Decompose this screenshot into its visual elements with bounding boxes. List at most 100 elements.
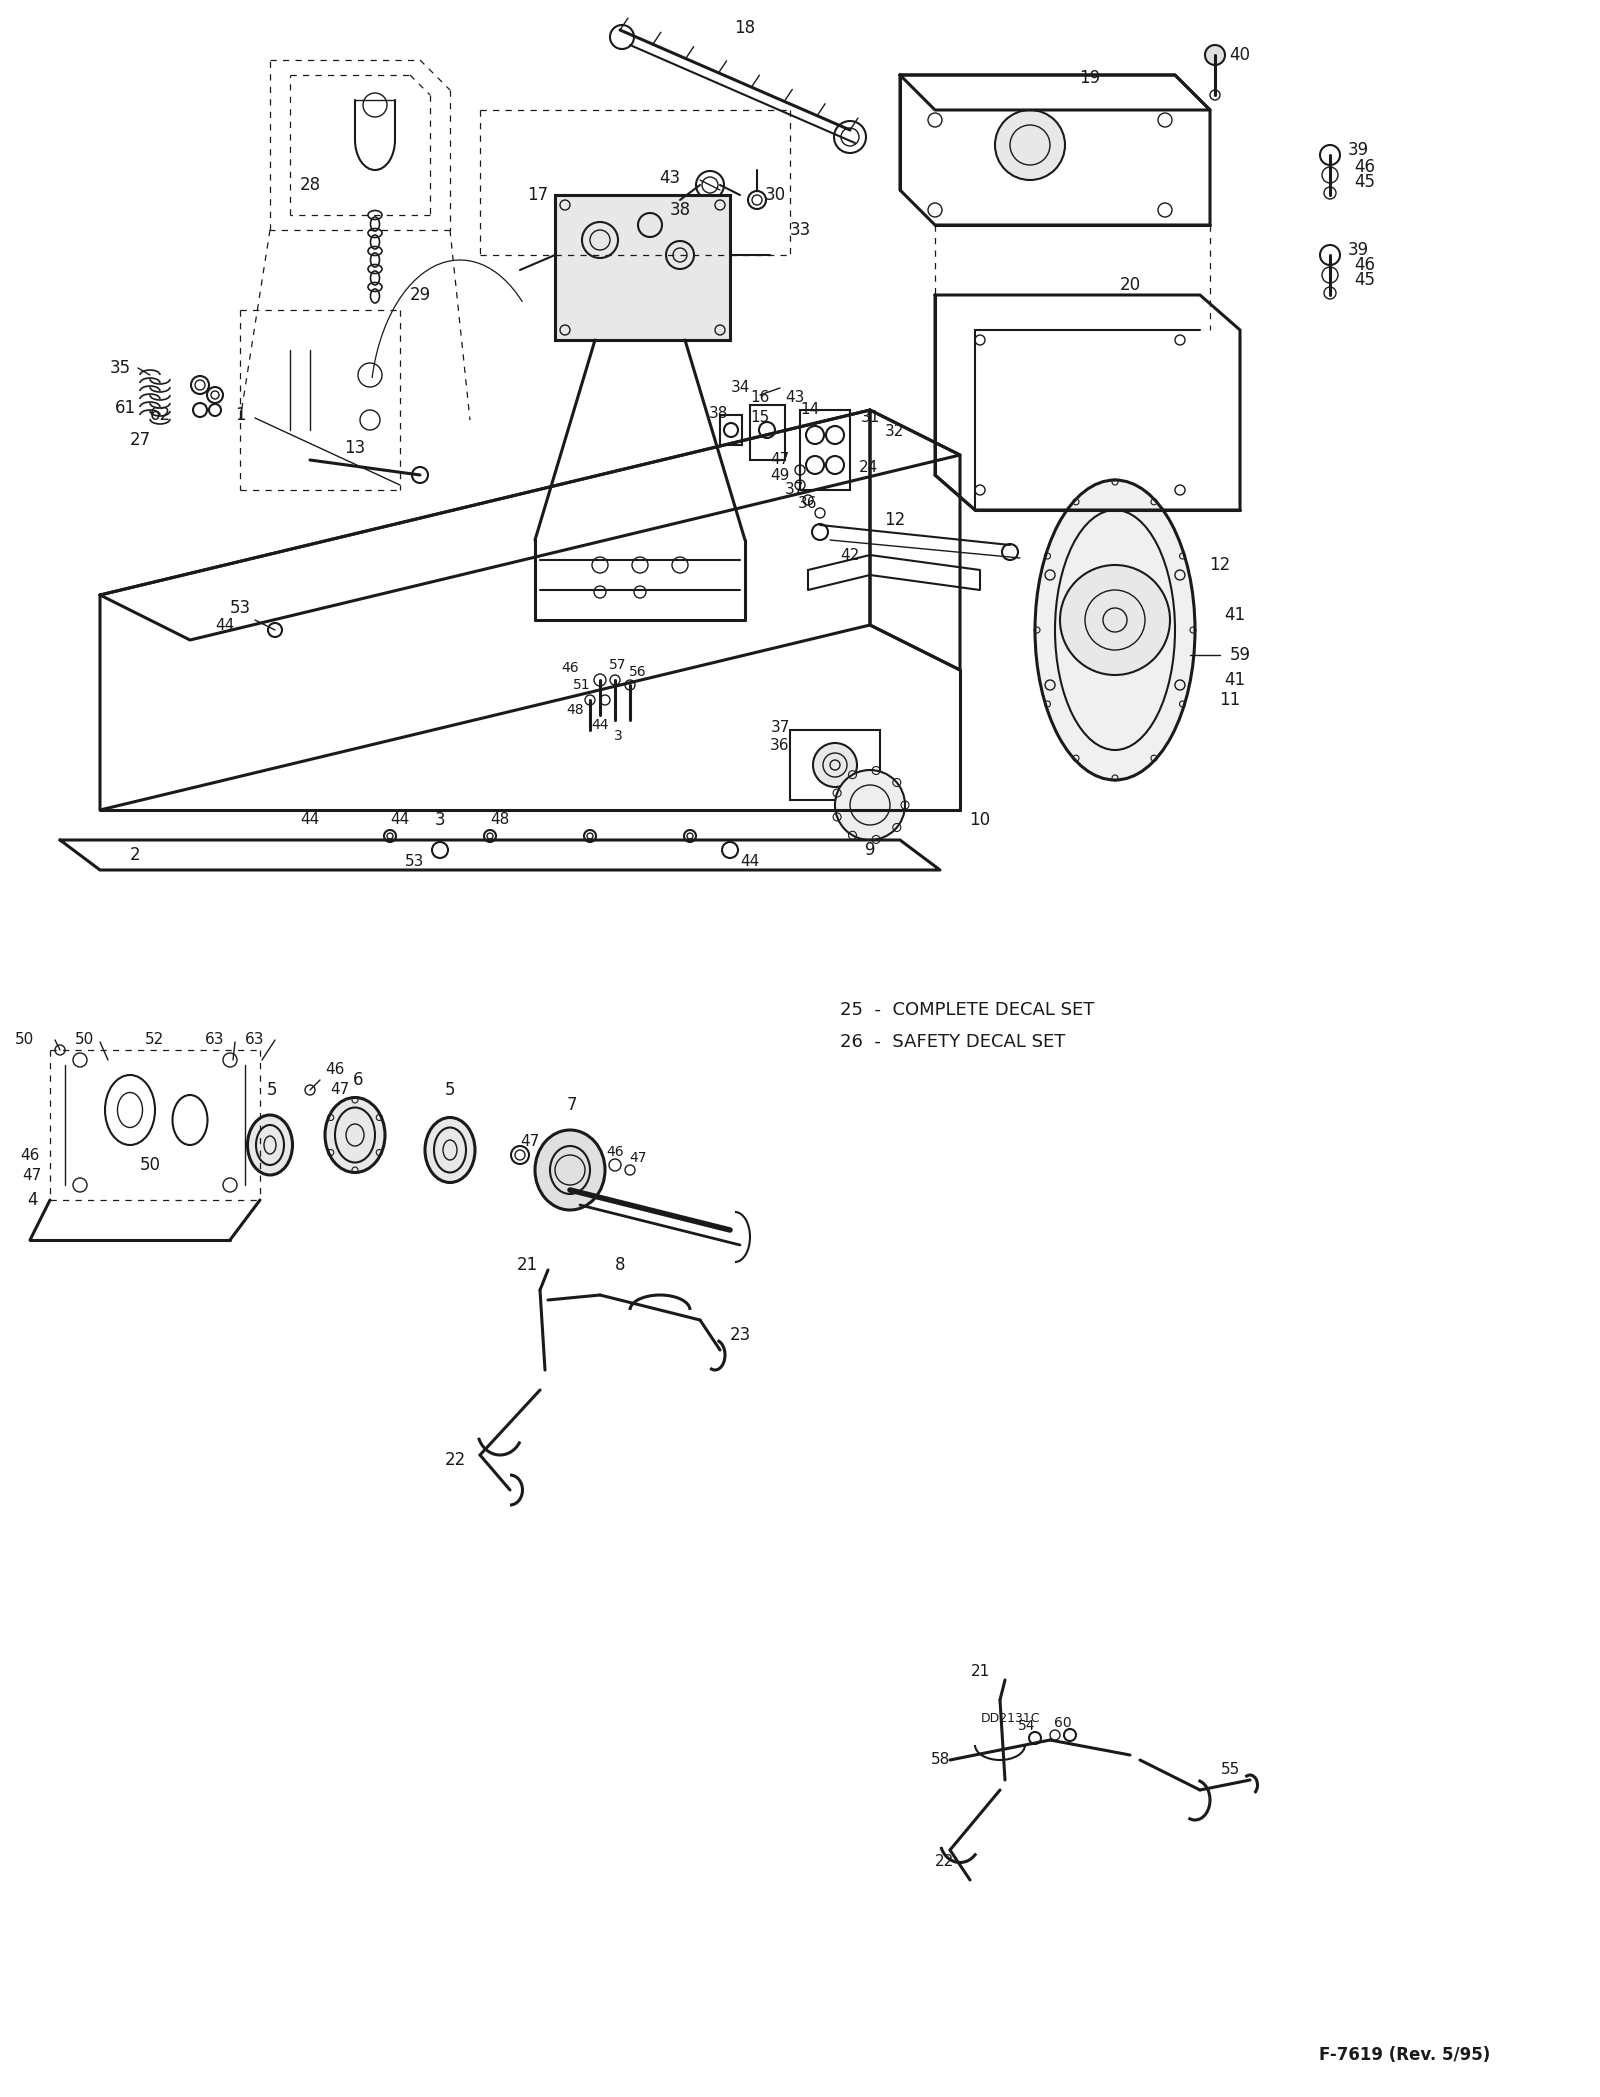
- Text: 24: 24: [858, 461, 878, 476]
- Text: F-7619 (Rev. 5/95): F-7619 (Rev. 5/95): [1318, 2047, 1490, 2063]
- Text: 51: 51: [573, 677, 590, 692]
- Text: 17: 17: [528, 187, 549, 203]
- Text: 12: 12: [885, 512, 906, 528]
- Circle shape: [835, 770, 906, 841]
- Text: 22: 22: [445, 1451, 466, 1470]
- Text: 15: 15: [750, 411, 770, 426]
- Text: 45: 45: [1355, 172, 1376, 191]
- Ellipse shape: [248, 1116, 293, 1174]
- Circle shape: [1205, 44, 1226, 65]
- Text: 53: 53: [405, 853, 424, 870]
- Text: 46: 46: [21, 1147, 40, 1162]
- Text: 47: 47: [770, 453, 790, 468]
- Text: 63: 63: [245, 1032, 264, 1048]
- Text: 44: 44: [390, 812, 410, 828]
- Text: 61: 61: [115, 398, 136, 417]
- Text: 38: 38: [669, 201, 691, 218]
- Text: 41: 41: [1224, 606, 1245, 625]
- Text: 42: 42: [840, 547, 859, 562]
- Text: 21: 21: [517, 1256, 538, 1275]
- Text: DD2131C: DD2131C: [981, 1711, 1040, 1724]
- Text: 12: 12: [1210, 556, 1230, 575]
- Text: 50: 50: [139, 1155, 160, 1174]
- Bar: [720, 415, 742, 445]
- Text: 18: 18: [734, 19, 755, 38]
- Text: 48: 48: [490, 812, 510, 828]
- Text: 54: 54: [1018, 1720, 1035, 1732]
- Text: 37: 37: [770, 721, 790, 736]
- Text: 27: 27: [130, 432, 150, 449]
- Text: 44: 44: [301, 812, 320, 828]
- Text: 41: 41: [1224, 671, 1245, 690]
- Text: 47: 47: [330, 1082, 350, 1097]
- Text: 39: 39: [1347, 140, 1368, 159]
- Text: 35: 35: [109, 359, 131, 377]
- Text: 49: 49: [770, 468, 790, 482]
- Bar: [800, 411, 850, 491]
- Text: 33: 33: [789, 220, 811, 239]
- Text: 32: 32: [885, 424, 904, 440]
- Circle shape: [995, 109, 1066, 180]
- Text: 2: 2: [130, 845, 141, 864]
- Ellipse shape: [426, 1118, 475, 1183]
- Ellipse shape: [325, 1097, 386, 1172]
- Text: 16: 16: [750, 390, 770, 405]
- Text: 52: 52: [146, 1032, 165, 1048]
- Text: 7: 7: [566, 1097, 578, 1114]
- Text: 4: 4: [27, 1191, 37, 1210]
- Circle shape: [813, 742, 858, 786]
- Text: 43: 43: [659, 170, 680, 187]
- Text: 13: 13: [344, 438, 366, 457]
- Text: 14: 14: [800, 403, 819, 417]
- Text: 29: 29: [410, 285, 430, 304]
- Text: 45: 45: [1355, 271, 1376, 289]
- Text: 8: 8: [614, 1256, 626, 1275]
- Text: 50: 50: [16, 1032, 35, 1048]
- Text: 37: 37: [786, 482, 805, 497]
- Text: 44: 44: [216, 617, 235, 633]
- Text: 20: 20: [1120, 277, 1141, 294]
- Text: 56: 56: [629, 665, 646, 679]
- Text: 6: 6: [352, 1072, 363, 1088]
- Text: 31: 31: [861, 411, 880, 426]
- Text: 22: 22: [936, 1854, 955, 1871]
- Text: 47: 47: [520, 1134, 539, 1149]
- Text: 25  -  COMPLETE DECAL SET: 25 - COMPLETE DECAL SET: [840, 1000, 1094, 1019]
- Text: 30: 30: [765, 187, 786, 203]
- Text: 44: 44: [592, 717, 608, 732]
- Text: 36: 36: [798, 495, 818, 510]
- Text: 1: 1: [235, 407, 245, 424]
- Text: 19: 19: [1080, 69, 1101, 86]
- Text: 50: 50: [75, 1032, 94, 1048]
- Text: 10: 10: [970, 812, 990, 828]
- Text: 60: 60: [1054, 1715, 1072, 1730]
- Text: 57: 57: [610, 658, 627, 671]
- Text: 9: 9: [864, 841, 875, 860]
- Text: 46: 46: [1355, 256, 1376, 275]
- Text: 46: 46: [606, 1145, 624, 1160]
- Text: 40: 40: [1229, 46, 1251, 65]
- Text: 58: 58: [930, 1753, 950, 1768]
- Text: 11: 11: [1219, 692, 1240, 709]
- Ellipse shape: [1035, 480, 1195, 780]
- Text: 36: 36: [770, 738, 790, 753]
- Text: 47: 47: [22, 1168, 42, 1183]
- Text: 3: 3: [614, 730, 622, 742]
- Text: 46: 46: [562, 661, 579, 675]
- Text: 21: 21: [970, 1665, 990, 1680]
- Text: 46: 46: [325, 1063, 344, 1078]
- Bar: [555, 195, 730, 340]
- Bar: [750, 405, 786, 459]
- Text: 34: 34: [730, 380, 750, 396]
- Text: 3: 3: [435, 812, 445, 828]
- Text: 43: 43: [786, 390, 805, 405]
- Text: 59: 59: [1229, 646, 1251, 665]
- Text: 46: 46: [1355, 157, 1376, 176]
- Text: 48: 48: [566, 702, 584, 717]
- Text: 44: 44: [741, 853, 760, 870]
- Circle shape: [1059, 564, 1170, 675]
- Text: 26  -  SAFETY DECAL SET: 26 - SAFETY DECAL SET: [840, 1034, 1066, 1051]
- Bar: [790, 730, 880, 799]
- Text: 55: 55: [1221, 1761, 1240, 1778]
- Text: 53: 53: [229, 600, 251, 617]
